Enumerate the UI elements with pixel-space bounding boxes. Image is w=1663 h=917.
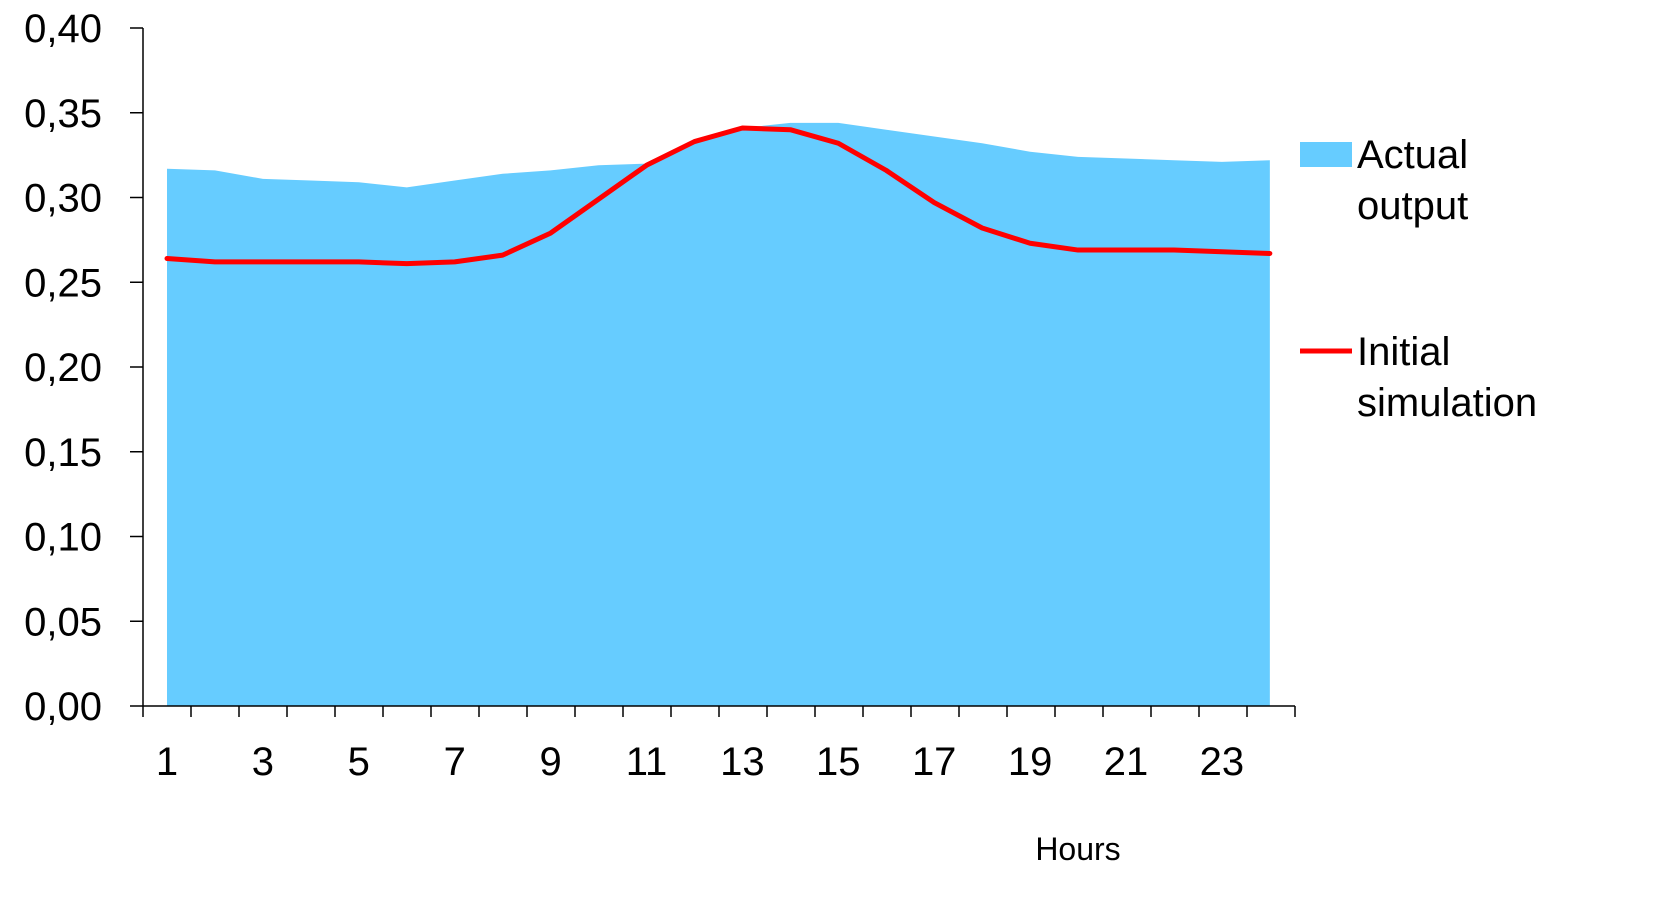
x-tick-label: 3 (252, 740, 274, 784)
y-tick-label: 0,15 (24, 431, 102, 475)
legend-label-actual-output-line2: output (1357, 184, 1468, 228)
y-axis-ticks: 0,00 0,05 0,10 0,15 0,20 0,25 0,30 0,35 0,40 (24, 7, 143, 729)
x-tick-label: 1 (156, 740, 178, 784)
legend-label-initial-simulation-line1: Initial (1357, 330, 1450, 374)
legend-label-actual-output-line1: Actual (1357, 133, 1468, 177)
initial-simulation-line (164, 125, 1273, 267)
x-tick-label: 13 (720, 740, 765, 784)
actual-output-area (167, 122, 1270, 707)
x-tick-label: 15 (816, 740, 861, 784)
y-tick-label: 0,05 (24, 600, 102, 644)
x-axis-title: Hours (1035, 831, 1120, 867)
initial-simulation-line-layer (164, 125, 1273, 267)
x-tick-label: 9 (539, 740, 561, 784)
x-tick-label: 5 (348, 740, 370, 784)
actual-output-area-layer (167, 122, 1270, 707)
x-tick-label: 11 (626, 740, 668, 784)
legend-item-actual-output: Actual output (1300, 133, 1468, 228)
y-tick-label: 0,00 (24, 685, 102, 729)
y-tick-label: 0,35 (24, 92, 102, 136)
x-tick-label: 17 (912, 740, 957, 784)
legend-swatch-actual-output (1300, 142, 1352, 167)
x-tick-label: 19 (1008, 740, 1053, 784)
legend-item-initial-simulation: Initial simulation (1300, 330, 1537, 425)
legend-label-initial-simulation-line2: simulation (1357, 381, 1537, 425)
y-tick-label: 0,20 (24, 346, 102, 390)
y-tick-label: 0,25 (24, 261, 102, 305)
legend: Actual output Initial simulation (1300, 133, 1537, 425)
x-tick-label: 7 (444, 740, 466, 784)
x-axis-ticks: 1 3 5 7 9 11 13 15 17 19 21 23 (142, 706, 1296, 784)
x-tick-label: 23 (1200, 740, 1245, 784)
x-tick-label: 21 (1104, 740, 1149, 784)
y-tick-label: 0,10 (24, 516, 102, 560)
y-tick-label: 0,40 (24, 7, 102, 51)
y-tick-label: 0,30 (24, 177, 102, 221)
